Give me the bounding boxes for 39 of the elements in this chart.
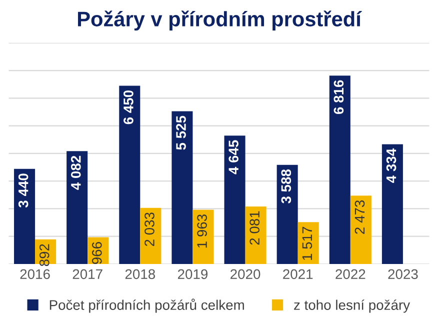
bar: [276, 164, 298, 264]
bar: [382, 144, 403, 264]
bar: [119, 86, 140, 264]
data-label: 3 588: [281, 169, 292, 204]
data-label: 892: [39, 244, 50, 266]
data-label: 6 816: [334, 80, 344, 114]
legend-label: Počet přírodních požárů celkem: [50, 298, 244, 313]
data-label: 4 334: [386, 148, 396, 183]
bar: [245, 206, 266, 264]
data-label: 1 963: [197, 214, 207, 248]
bar: [66, 151, 88, 264]
x-tick-label: 2020: [230, 269, 260, 280]
data-label: 2 081: [250, 211, 260, 245]
bar: [14, 168, 36, 264]
data-label: 3 440: [18, 174, 28, 208]
x-tick-label: 2016: [20, 269, 50, 280]
bar: [140, 208, 162, 264]
data-label: 4 082: [70, 156, 81, 190]
data-label: 5 525: [176, 116, 186, 150]
x-tick-label: 2022: [336, 269, 366, 280]
x-tick-label: 2018: [125, 269, 156, 280]
bar: [192, 210, 214, 264]
data-label: 1 517: [302, 226, 312, 260]
data-label: 2 033: [144, 212, 154, 246]
bar: [329, 76, 350, 264]
x-tick-label: 2023: [388, 269, 418, 280]
data-label: 4 645: [228, 140, 238, 174]
data-label: 966: [92, 242, 102, 264]
bar: [172, 111, 193, 264]
data-label: 6 450: [124, 90, 134, 124]
data-label: 2 473: [354, 200, 365, 234]
x-tick-label: 2017: [72, 269, 102, 280]
bar: [224, 136, 246, 264]
legend-label: z toho lesní požáry: [294, 300, 410, 313]
chart-title: Požáry v přírodním prostředí: [78, 10, 362, 31]
bar: [350, 196, 372, 264]
x-tick-label: 2021: [283, 269, 313, 280]
bar: [298, 222, 319, 264]
x-tick-label: 2019: [178, 269, 208, 280]
